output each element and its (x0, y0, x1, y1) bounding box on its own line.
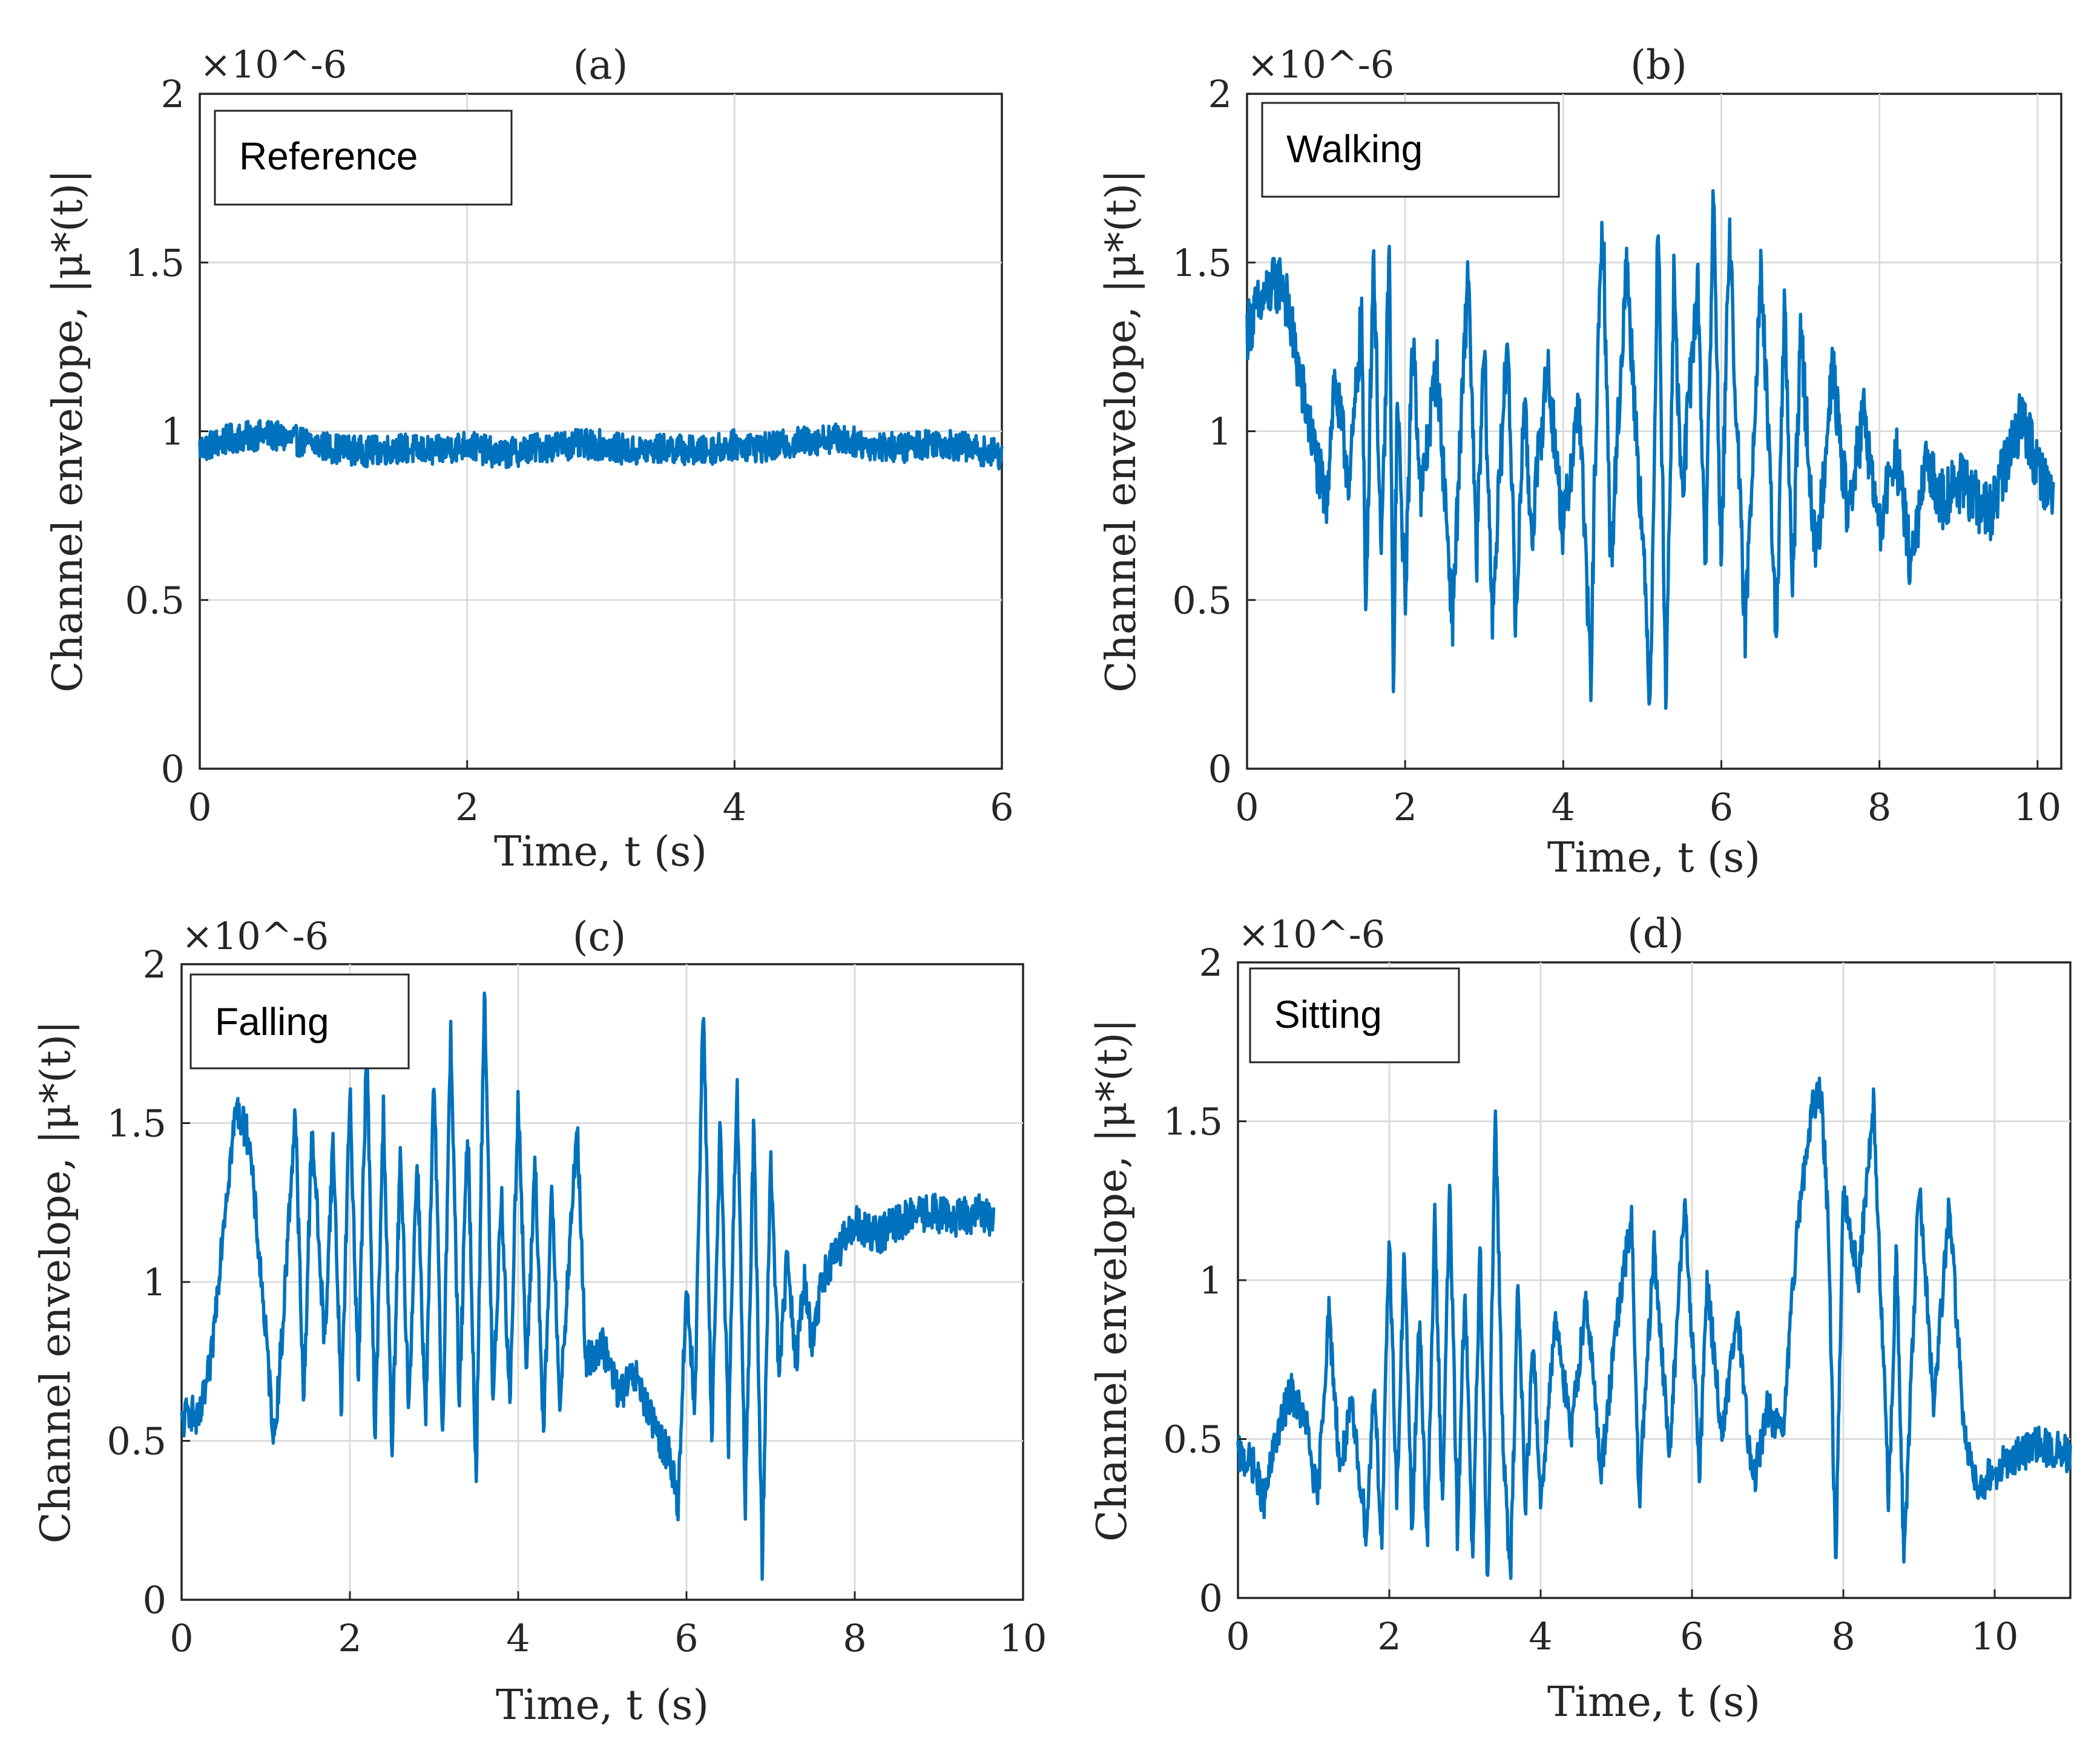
xtick-label-d: 10 (1971, 1614, 2019, 1658)
legend-label-a: Reference (239, 134, 418, 178)
ytick-label-d: 0 (1199, 1576, 1223, 1620)
exponent-b: ×10^-6 (1247, 42, 1394, 87)
grid-b (1247, 94, 2061, 769)
series-line-d (1236, 1076, 2072, 1580)
xtick-label-d: 8 (1831, 1614, 1855, 1658)
ytick-label-d: 0.5 (1163, 1418, 1223, 1462)
xtick-label-c: 6 (674, 1616, 698, 1660)
xtick-label-c: 8 (843, 1616, 866, 1660)
series-b (1245, 189, 2055, 710)
ytick-label-c: 1.5 (107, 1102, 166, 1146)
title-c: (c) (573, 913, 626, 960)
ytick-label-c: 2 (143, 942, 166, 987)
title-d: (d) (1627, 910, 1684, 957)
legend-label-d: Sitting (1274, 993, 1382, 1036)
xtick-label-b: 4 (1552, 785, 1575, 829)
ylabel-d: Channel envelope, |μ*(t)| (1088, 1019, 1136, 1542)
xtick-label-d: 6 (1680, 1614, 1703, 1658)
xtick-label-b: 10 (2013, 785, 2061, 829)
ylabel-b: Channel envelope, |μ*(t)| (1098, 169, 1145, 692)
ytick-label-d: 1.5 (1163, 1100, 1223, 1144)
grid-c (182, 964, 1023, 1600)
series-line-b (1245, 189, 2055, 710)
ytick-label-b: 0 (1208, 747, 1232, 791)
legend-box-c (189, 973, 410, 1070)
ytick-label-c: 0 (143, 1578, 166, 1622)
ytick-label-a: 0.5 (125, 578, 185, 622)
ticks-b: 0 2 4 6 8 10 0 0.5 1 1.5 2 (1172, 72, 2061, 829)
xtick-label-a: 2 (455, 785, 479, 829)
xtick-label-c: 10 (999, 1616, 1047, 1660)
xtick-label-a: 6 (990, 785, 1013, 829)
ticks-d: 0 2 4 6 8 10 0 0.5 1 1.5 2 (1163, 941, 2018, 1658)
series-line-c (180, 991, 996, 1581)
exponent-d: ×10^-6 (1238, 912, 1385, 956)
xtick-label-d: 0 (1226, 1614, 1249, 1658)
xtick-label-a: 0 (188, 785, 211, 829)
ytick-label-b: 1.5 (1172, 241, 1232, 285)
panel-d: 0 2 4 6 8 10 0 0.5 1 1.5 2 Sitting (d) ×10^-6 Time… (1088, 910, 2072, 1726)
xlabel-d: Time, t (s) (1547, 1678, 1760, 1726)
xlabel-a: Time, t (s) (494, 828, 707, 876)
xtick-label-b: 0 (1235, 785, 1259, 829)
xtick-label-c: 4 (506, 1616, 530, 1660)
series-d (1236, 1076, 2072, 1580)
ticks-a: 0 2 4 6 0 0.5 1 1.5 2 (125, 72, 1013, 829)
panel-b: 0 2 4 6 8 10 0 0.5 1 1.5 2 Walking (b) ×10^-6 Time… (1098, 42, 2062, 882)
ytick-label-b: 1 (1208, 410, 1232, 454)
series-line-a (198, 419, 1004, 471)
exponent-a: ×10^-6 (200, 42, 347, 87)
xtick-label-c: 0 (170, 1616, 193, 1660)
legend-box-d (1249, 967, 1460, 1063)
ylabel-a: Channel envelope, |μ*(t)| (44, 169, 92, 692)
ticks-c: 0 2 4 6 8 10 0 0.5 1 1.5 2 (107, 942, 1047, 1660)
ytick-label-c: 1 (143, 1260, 166, 1304)
ytick-label-d: 2 (1199, 941, 1223, 985)
legend-label-b: Walking (1286, 127, 1423, 171)
ytick-label-a: 1 (161, 410, 185, 454)
title-a: (a) (573, 42, 628, 88)
ytick-label-a: 0 (161, 747, 185, 791)
xlabel-b: Time, t (s) (1547, 834, 1760, 882)
series-a (198, 419, 1004, 471)
xtick-label-b: 8 (1868, 785, 1891, 829)
ytick-label-c: 0.5 (107, 1419, 166, 1464)
xtick-label-a: 4 (723, 785, 746, 829)
legend-box-a (214, 110, 513, 206)
ytick-label-a: 1.5 (125, 241, 185, 285)
panel-c: 0 2 4 6 8 10 0 0.5 1 1.5 2 Falling (c) ×10^-6 Time… (32, 913, 1047, 1729)
title-b: (b) (1630, 42, 1687, 88)
ytick-label-d: 1 (1199, 1258, 1223, 1303)
xtick-label-b: 6 (1710, 785, 1733, 829)
xtick-label-d: 4 (1529, 1614, 1552, 1658)
ytick-label-a: 2 (161, 72, 185, 116)
xtick-label-c: 2 (338, 1616, 361, 1660)
panel-a: 0 2 4 6 0 0.5 1 1.5 2 Reference (a) ×10^-6 Time,… (44, 42, 1014, 876)
ytick-label-b: 0.5 (1172, 578, 1232, 622)
ylabel-c: Channel envelope, |μ*(t)| (32, 1021, 80, 1543)
exponent-c: ×10^-6 (182, 914, 329, 958)
xtick-label-b: 2 (1393, 785, 1417, 829)
series-c (180, 991, 996, 1581)
legend-label-c: Falling (215, 1000, 329, 1044)
ytick-label-b: 2 (1208, 72, 1232, 116)
xlabel-c: Time, t (s) (496, 1681, 709, 1729)
xtick-label-d: 2 (1377, 1614, 1401, 1658)
legend-box-b (1261, 102, 1560, 198)
